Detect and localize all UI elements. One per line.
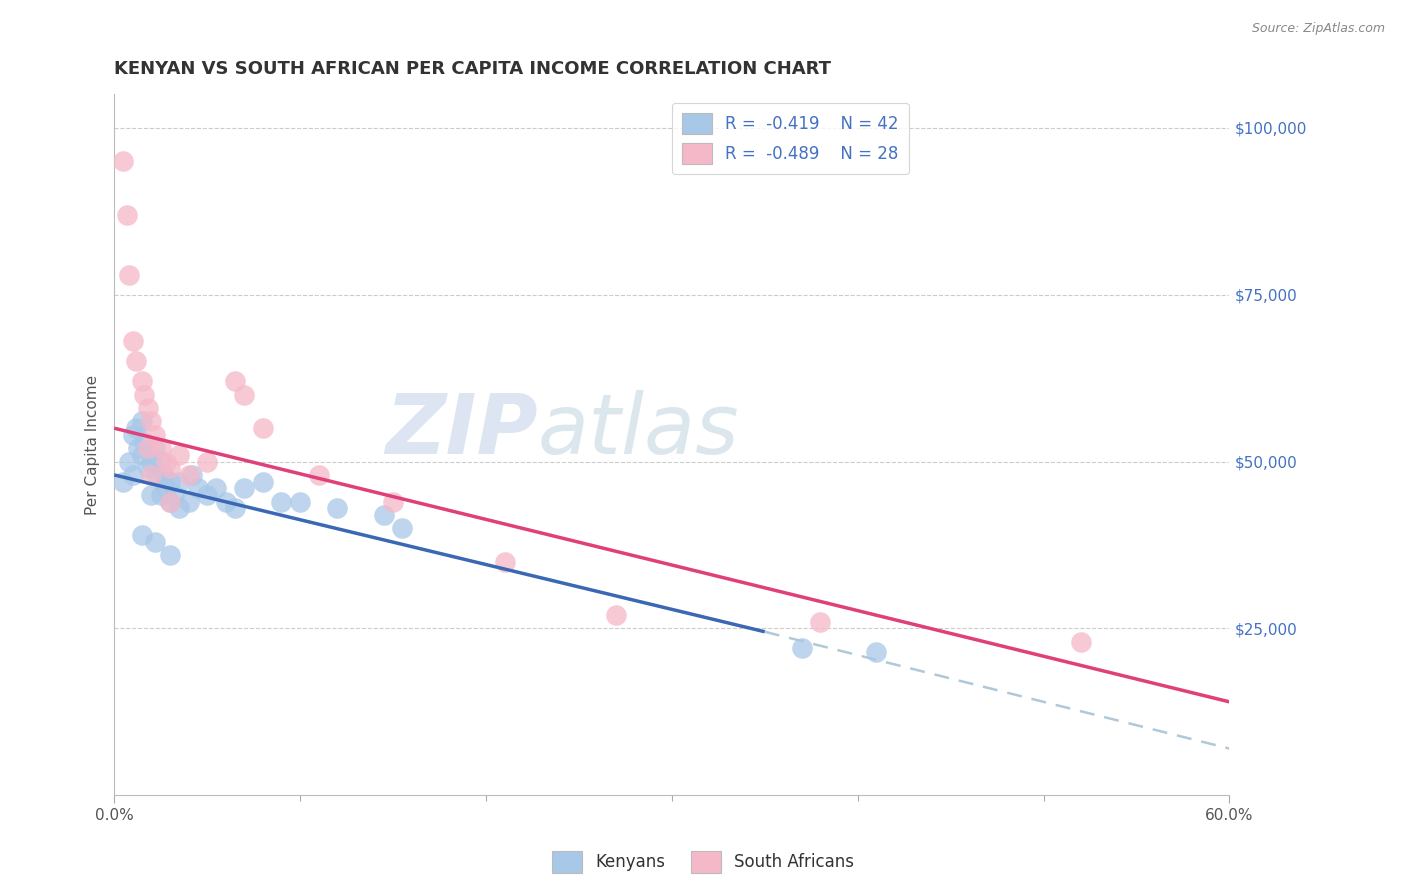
Point bbox=[153, 467, 176, 482]
Text: Source: ZipAtlas.com: Source: ZipAtlas.com bbox=[1251, 22, 1385, 36]
Point bbox=[382, 494, 405, 508]
Point bbox=[326, 501, 349, 516]
Point bbox=[605, 608, 627, 623]
Legend: R =  -0.419    N = 42, R =  -0.489    N = 28: R = -0.419 N = 42, R = -0.489 N = 28 bbox=[672, 103, 908, 174]
Point bbox=[224, 375, 246, 389]
Point bbox=[118, 268, 141, 282]
Point bbox=[187, 481, 209, 495]
Point bbox=[159, 548, 181, 562]
Point bbox=[159, 475, 181, 489]
Point bbox=[177, 467, 200, 482]
Point bbox=[125, 354, 148, 368]
Point bbox=[159, 494, 181, 508]
Point bbox=[131, 375, 153, 389]
Point bbox=[373, 508, 395, 522]
Point bbox=[141, 488, 163, 502]
Point bbox=[141, 415, 163, 429]
Point bbox=[308, 467, 330, 482]
Point bbox=[1070, 634, 1092, 648]
Point bbox=[149, 454, 172, 468]
Point bbox=[131, 528, 153, 542]
Point bbox=[136, 461, 159, 475]
Point bbox=[159, 461, 181, 475]
Point bbox=[167, 448, 190, 462]
Point bbox=[810, 615, 832, 629]
Point bbox=[790, 641, 813, 656]
Point bbox=[233, 481, 256, 495]
Point bbox=[118, 454, 141, 468]
Point bbox=[155, 481, 177, 495]
Point bbox=[121, 427, 143, 442]
Point bbox=[136, 401, 159, 416]
Point bbox=[252, 421, 274, 435]
Point bbox=[131, 415, 153, 429]
Point bbox=[181, 467, 204, 482]
Point bbox=[136, 441, 159, 455]
Point bbox=[112, 154, 135, 169]
Point bbox=[149, 488, 172, 502]
Point bbox=[159, 494, 181, 508]
Point bbox=[224, 501, 246, 516]
Point bbox=[177, 494, 200, 508]
Point bbox=[131, 448, 153, 462]
Point bbox=[195, 488, 218, 502]
Point bbox=[146, 467, 169, 482]
Point bbox=[494, 555, 516, 569]
Point bbox=[121, 467, 143, 482]
Point bbox=[132, 388, 155, 402]
Point bbox=[149, 441, 172, 455]
Point bbox=[195, 454, 218, 468]
Point bbox=[115, 208, 138, 222]
Point bbox=[141, 467, 163, 482]
Point bbox=[252, 475, 274, 489]
Point bbox=[112, 475, 135, 489]
Point bbox=[205, 481, 228, 495]
Point bbox=[125, 421, 148, 435]
Point bbox=[391, 521, 413, 535]
Point bbox=[143, 534, 166, 549]
Point bbox=[167, 475, 190, 489]
Point bbox=[127, 441, 149, 455]
Point bbox=[155, 454, 177, 468]
Text: atlas: atlas bbox=[538, 391, 740, 471]
Point bbox=[141, 454, 163, 468]
Point bbox=[121, 334, 143, 349]
Point bbox=[215, 494, 238, 508]
Point bbox=[233, 388, 256, 402]
Point bbox=[288, 494, 311, 508]
Point bbox=[143, 441, 166, 455]
Point bbox=[167, 501, 190, 516]
Point bbox=[865, 645, 887, 659]
Legend: Kenyans, South Africans: Kenyans, South Africans bbox=[546, 845, 860, 880]
Text: ZIP: ZIP bbox=[385, 391, 538, 471]
Point bbox=[270, 494, 292, 508]
Text: KENYAN VS SOUTH AFRICAN PER CAPITA INCOME CORRELATION CHART: KENYAN VS SOUTH AFRICAN PER CAPITA INCOM… bbox=[114, 60, 831, 78]
Point bbox=[143, 427, 166, 442]
Point bbox=[163, 488, 186, 502]
Point bbox=[132, 434, 155, 449]
Y-axis label: Per Capita Income: Per Capita Income bbox=[86, 375, 100, 515]
